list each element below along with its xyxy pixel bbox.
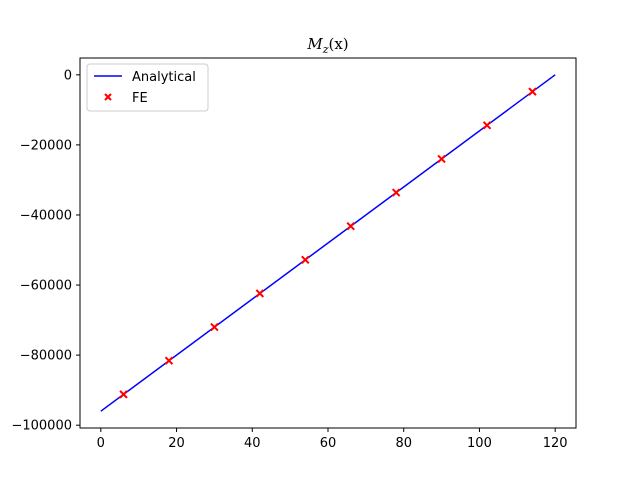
legend: Analytical FE [86, 63, 209, 112]
chart-title: Mz(x) [306, 35, 348, 56]
legend-label-fe: FE [132, 91, 148, 106]
chart-title-main: M [306, 35, 323, 53]
fe-point-6 [391, 188, 401, 197]
fe-point-2 [210, 322, 219, 332]
fe-point-7 [437, 154, 446, 164]
fe-point-8 [482, 121, 492, 130]
y-tick-label-2: −40000 [20, 208, 72, 223]
chart-title-arg: (x) [328, 35, 348, 53]
legend-label-analytical: Analytical [132, 70, 196, 85]
y-tick-label-5: −100000 [11, 419, 72, 434]
x-tick-label-3: 60 [320, 436, 337, 451]
y-tick-label-4: −80000 [20, 349, 72, 364]
fe-point-3 [255, 289, 265, 298]
x-tick-label-5: 100 [467, 436, 492, 451]
y-tick-label-3: −60000 [20, 279, 72, 294]
legend-swatch-fe [104, 93, 112, 101]
fe-point-5 [346, 221, 355, 231]
series-layer [100, 74, 556, 412]
y-tick-label-1: −20000 [20, 138, 72, 153]
y-tick-label-0: 0 [64, 68, 72, 83]
x-tick-label-1: 20 [168, 436, 185, 451]
x-tick-label-2: 40 [244, 436, 261, 451]
fe-point-1 [164, 356, 174, 365]
ticks-layer: 0 20 40 60 80 100 120 0 −20000 −40000 −60000 −80000… [11, 68, 567, 451]
x-tick-label-6: 120 [543, 436, 568, 451]
fe-point-4 [301, 255, 310, 265]
plot-frame [79, 57, 577, 429]
fe-point-9 [528, 87, 537, 96]
x-tick-label-4: 80 [395, 436, 412, 451]
chart-title-sub: z [322, 43, 329, 56]
series-line-analytical [100, 74, 556, 412]
fe-point-0 [119, 390, 128, 399]
x-tick-label-0: 0 [97, 436, 105, 451]
